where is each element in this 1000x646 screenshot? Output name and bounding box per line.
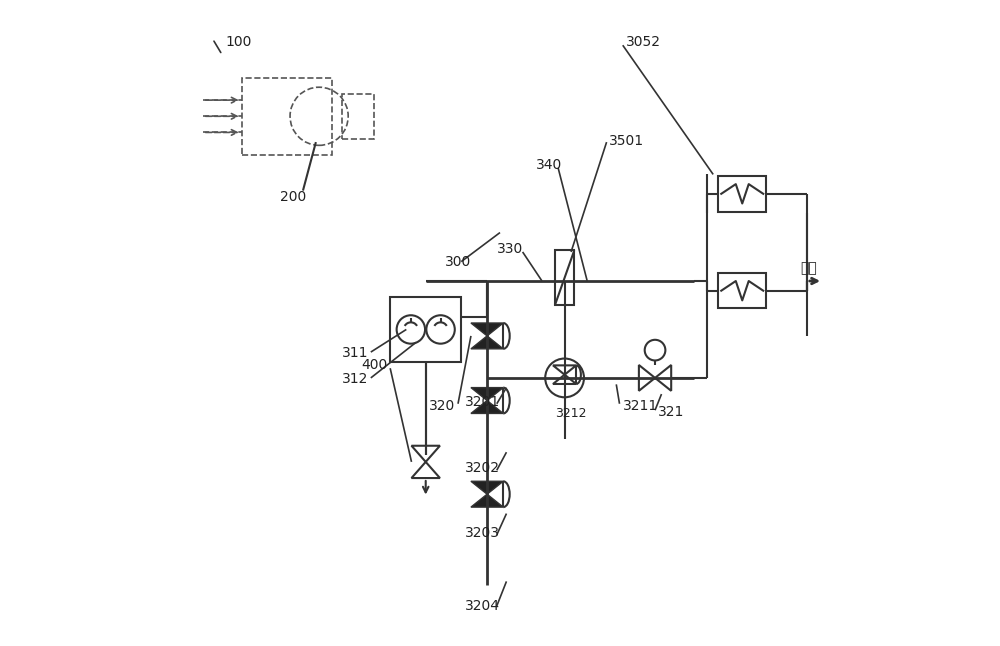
- Polygon shape: [471, 388, 503, 401]
- Bar: [342, 94, 374, 139]
- Text: 出口: 出口: [800, 261, 817, 275]
- Text: 400: 400: [361, 358, 387, 372]
- Text: 3212: 3212: [555, 407, 586, 420]
- Text: 312: 312: [342, 372, 368, 386]
- Polygon shape: [471, 336, 503, 349]
- Bar: [242, 78, 332, 155]
- Text: 3052: 3052: [626, 35, 661, 49]
- Text: 3203: 3203: [464, 526, 499, 540]
- Text: 100: 100: [225, 35, 252, 49]
- Text: 3211: 3211: [623, 399, 658, 413]
- Text: 330: 330: [497, 242, 523, 256]
- Bar: [555, 251, 574, 306]
- Bar: [718, 176, 766, 212]
- Text: 3204: 3204: [464, 599, 499, 613]
- Text: 3501: 3501: [609, 134, 644, 148]
- Text: 311: 311: [342, 346, 368, 360]
- Polygon shape: [471, 481, 503, 494]
- Text: 300: 300: [445, 255, 471, 269]
- Text: 200: 200: [280, 190, 307, 204]
- Polygon shape: [471, 494, 503, 507]
- Text: 321: 321: [658, 405, 685, 419]
- Polygon shape: [471, 323, 503, 336]
- Polygon shape: [471, 401, 503, 413]
- Text: 3202: 3202: [464, 461, 499, 475]
- Text: 340: 340: [536, 158, 562, 172]
- Text: 3201: 3201: [464, 395, 500, 409]
- Bar: [390, 297, 461, 362]
- Text: 320: 320: [429, 399, 455, 413]
- Bar: [718, 273, 766, 309]
